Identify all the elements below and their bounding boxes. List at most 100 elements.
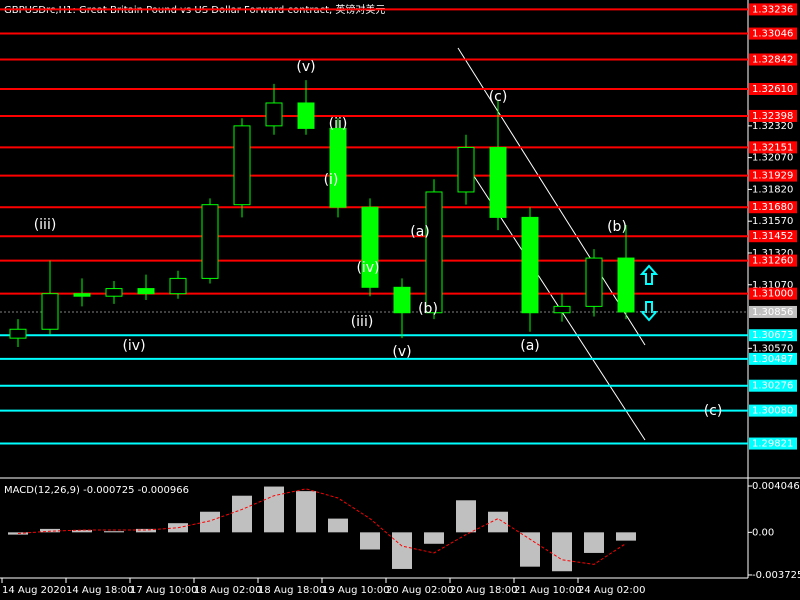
x-tick-label: 20 Aug 18:00: [450, 585, 517, 596]
x-tick-label: 17 Aug 10:00: [130, 585, 197, 596]
wave-label: (ii): [329, 116, 348, 132]
macd-bar: [360, 532, 380, 550]
signal-line: [17, 488, 627, 565]
level-label-box: [749, 53, 797, 66]
level-label-box: [749, 352, 797, 365]
candle-body: [617, 257, 635, 313]
level-label: 1.31000: [752, 289, 793, 300]
y-tick-label: -0.003725: [752, 570, 800, 581]
level-label-box: [749, 230, 797, 243]
level-label-box: [749, 109, 797, 122]
candle-body: [9, 328, 27, 339]
wave-label: (c): [489, 89, 508, 105]
candle-body: [73, 293, 91, 297]
x-tick-label: 18 Aug 18:00: [258, 585, 325, 596]
level-label: 1.31680: [752, 202, 793, 213]
x-tick-label: 21 Aug 10:00: [514, 585, 581, 596]
up-arrow: [639, 264, 659, 285]
macd-bar: [264, 486, 284, 533]
level-label: 1.31452: [752, 231, 793, 242]
wave-label: (iii): [351, 314, 374, 330]
candle-body: [393, 286, 411, 314]
y-tick-label: 0.00: [752, 527, 774, 538]
level-label: 1.32842: [752, 54, 793, 65]
candle-body: [553, 305, 571, 314]
last-price-box: [749, 305, 797, 318]
macd-bar: [40, 528, 60, 533]
level-label: 1.30673: [752, 330, 793, 341]
x-tick-label: 14 Aug 2020: [2, 585, 66, 596]
wave-label: (v): [392, 344, 411, 360]
y-tick-label: 1.31570: [752, 216, 793, 227]
down-arrow: [639, 301, 659, 322]
candle-body: [233, 125, 251, 206]
macd-bar: [296, 491, 316, 533]
level-label-box: [749, 201, 797, 214]
level-label: 1.30487: [752, 354, 793, 365]
macd-bar: [328, 518, 348, 533]
macd-bar: [104, 531, 124, 533]
macd-bar: [584, 532, 604, 553]
level-label-box: [749, 254, 797, 267]
x-tick-label: 24 Aug 02:00: [578, 585, 645, 596]
wave-label: (iv): [356, 260, 379, 276]
level-label: 1.30080: [752, 406, 793, 417]
wave-label: (a): [520, 338, 540, 354]
level-label: 1.32610: [752, 84, 793, 95]
x-tick-label: 20 Aug 02:00: [386, 585, 453, 596]
y-tick-label: 1.31820: [752, 184, 793, 195]
wave-label: (iii): [34, 217, 57, 233]
level-label-box: [749, 404, 797, 417]
level-label: 1.31260: [752, 256, 793, 267]
macd-bar: [520, 532, 540, 567]
level-label: 1.31929: [752, 171, 793, 182]
macd-bar: [136, 528, 156, 533]
level-label-box: [749, 27, 797, 40]
wave-label: (i): [324, 172, 339, 188]
y-tick-label: 1.32320: [752, 121, 793, 132]
x-tick-label: 18 Aug 02:00: [194, 585, 261, 596]
wave-label: (iv): [122, 338, 145, 354]
level-label: 1.32398: [752, 111, 793, 122]
candle-body: [297, 102, 315, 129]
last-price-label: 1.30856: [752, 307, 793, 318]
y-tick-label: 1.30570: [752, 343, 793, 354]
level-label-box: [749, 329, 797, 342]
candle-body: [521, 216, 539, 314]
candle-body: [585, 257, 603, 307]
wave-label: (c): [704, 403, 723, 419]
level-label: 1.30276: [752, 381, 793, 392]
wave-label: (b): [418, 301, 438, 317]
candle-body: [329, 127, 347, 208]
level-label-box: [749, 82, 797, 95]
macd-bar: [200, 511, 220, 533]
candle-body: [425, 191, 443, 314]
candle-body: [201, 204, 219, 279]
channel-line: [457, 47, 646, 346]
macd-bar: [72, 530, 92, 533]
candle-body: [41, 293, 59, 330]
level-label: 1.29821: [752, 439, 793, 450]
wave-label: (a): [410, 224, 430, 240]
y-tick-label: 1.31070: [752, 280, 793, 291]
macd-bar: [552, 532, 572, 572]
level-label-box: [749, 437, 797, 450]
level-label-box: [749, 3, 797, 16]
candle-body: [457, 146, 475, 193]
level-label: 1.33046: [752, 29, 793, 40]
candle-body: [265, 102, 283, 127]
y-tick-label: 1.32070: [752, 153, 793, 164]
macd-bar: [616, 532, 636, 541]
level-label: 1.33236: [752, 4, 793, 15]
candle-body: [361, 206, 379, 288]
candle-body: [489, 146, 507, 218]
candle-body: [169, 277, 187, 295]
level-label-box: [749, 169, 797, 182]
macd-bar: [392, 532, 412, 569]
level-label: 1.32151: [752, 142, 793, 153]
level-label-box: [749, 379, 797, 392]
y-tick-label: 0.004046: [752, 481, 800, 492]
wave-label: (b): [607, 219, 627, 235]
x-tick-label: 14 Aug 18:00: [66, 585, 133, 596]
